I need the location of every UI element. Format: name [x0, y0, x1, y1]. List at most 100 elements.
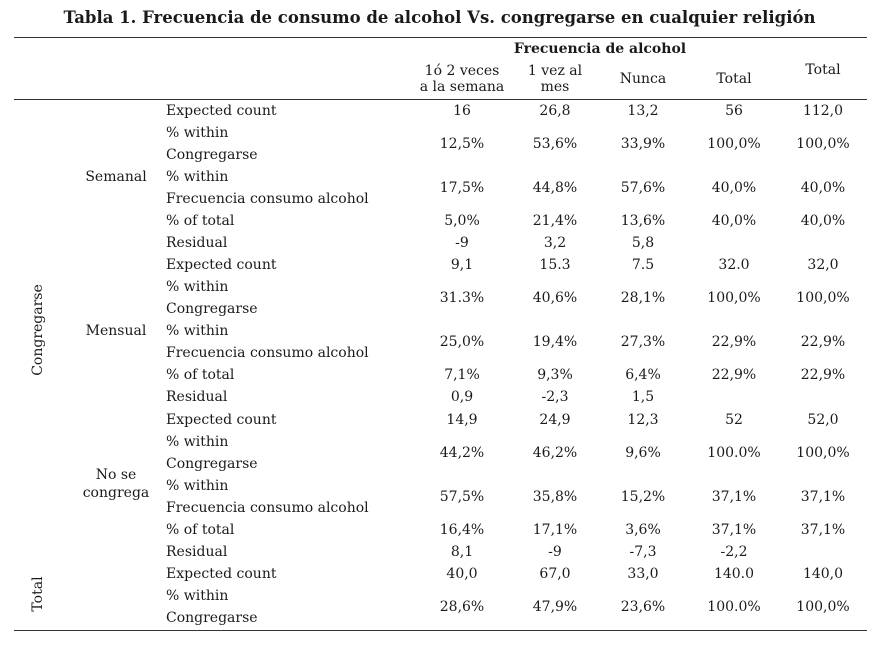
row-label-within: % within: [166, 478, 229, 494]
table-cell: 5,0%: [444, 213, 480, 229]
table-cell: 7.5: [631, 257, 655, 273]
table-cell: 9,6%: [625, 445, 661, 461]
row-label-within: Congregarse: [166, 301, 258, 317]
table-cell: 57,5%: [439, 489, 485, 505]
row-group-name: Mensual: [85, 323, 147, 339]
table-cell: 9,3%: [537, 367, 573, 383]
table-cell: 13,2: [627, 103, 659, 119]
table-cell: 22,9%: [800, 367, 846, 383]
table-cell: -2,3: [541, 389, 569, 405]
header-rule: [14, 99, 867, 100]
table-cell: 5,8: [631, 235, 655, 251]
column-header: a la semana: [419, 79, 505, 95]
row-label-within: Frecuencia consumo alcohol: [166, 191, 369, 207]
row-label-within: % within: [166, 125, 229, 141]
table-cell: 40,6%: [532, 290, 578, 306]
table-cell: 28,6%: [439, 599, 485, 615]
table-cell: 100.0%: [707, 599, 761, 615]
table-cell: 12,3: [627, 412, 659, 428]
table-cell: 22,9%: [800, 334, 846, 350]
table-cell: 9,1: [450, 257, 474, 273]
table-cell: 23,6%: [620, 599, 666, 615]
table-cell: 7,1%: [444, 367, 480, 383]
table-cell: 100,0%: [796, 445, 850, 461]
row-group-name: Semanal: [85, 169, 147, 185]
table-cell: 46,2%: [532, 445, 578, 461]
table-cell: 100.0%: [707, 445, 761, 461]
row-label-expected-count: Expected count: [166, 566, 277, 582]
table-cell: 52,0: [807, 412, 839, 428]
row-label-of-total: % of total: [166, 213, 235, 229]
table-cell: -7,3: [629, 544, 657, 560]
table-cell: 140.0: [713, 566, 755, 582]
table-cell: 37,1%: [800, 489, 846, 505]
table-cell: 3,6%: [625, 522, 661, 538]
table-cell: 25,0%: [439, 334, 485, 350]
column-header: 1ó 2 veces: [424, 63, 500, 79]
table-cell: 37,1%: [800, 522, 846, 538]
table-cell: 27,3%: [620, 334, 666, 350]
table-cell: 26,8: [539, 103, 571, 119]
table-cell: 15.3: [539, 257, 571, 273]
table-cell: 100,0%: [796, 290, 850, 306]
column-header: Total: [716, 71, 752, 87]
table-cell: 6,4%: [625, 367, 661, 383]
table-cell: 1,5: [631, 389, 655, 405]
table-cell: 8,1: [450, 544, 474, 560]
table-cell: 140,0: [802, 566, 844, 582]
row-label-expected-count: Expected count: [166, 412, 277, 428]
table-cell: 16,4%: [439, 522, 485, 538]
table-cell: 15,2%: [620, 489, 666, 505]
table-cell: 31.3%: [439, 290, 485, 306]
table-cell: 32.0: [718, 257, 750, 273]
row-label-residual: Residual: [166, 544, 228, 560]
row-label-within: % within: [166, 323, 229, 339]
row-label-within: % within: [166, 279, 229, 295]
table-cell: 53,6%: [532, 136, 578, 152]
table-cell: 37,1%: [711, 489, 757, 505]
table-cell: 40,0%: [711, 213, 757, 229]
row-label-within: Frecuencia consumo alcohol: [166, 500, 369, 516]
table-cell: 35,8%: [532, 489, 578, 505]
row-group-name: congrega: [82, 485, 150, 501]
table-cell: 22,9%: [711, 334, 757, 350]
row-label-within: % within: [166, 588, 229, 604]
row-label-within: % within: [166, 169, 229, 185]
table-cell: 44,8%: [532, 180, 578, 196]
table-cell: 28,1%: [620, 290, 666, 306]
table-cell: 56: [725, 103, 743, 119]
row-label-residual: Residual: [166, 389, 228, 405]
table-cell: 44,2%: [439, 445, 485, 461]
column-header: 1 vez al: [527, 63, 583, 79]
table-cell: 100,0%: [707, 290, 761, 306]
row-label-of-total: % of total: [166, 522, 235, 538]
table-cell: 40,0%: [800, 213, 846, 229]
table-cell: 3,2: [543, 235, 567, 251]
table-cell: 33,0: [627, 566, 659, 582]
row-label-of-total: % of total: [166, 367, 235, 383]
column-header: Nunca: [619, 71, 667, 87]
column-header-total-outer: Total: [805, 62, 841, 78]
table-cell: 112,0: [802, 103, 844, 119]
table-cell: 40,0%: [800, 180, 846, 196]
table-cell: 100,0%: [796, 136, 850, 152]
table-title: Tabla 1. Frecuencia de consumo de alcoho…: [63, 8, 816, 27]
table-cell: 33,9%: [620, 136, 666, 152]
table-cell: 40,0%: [711, 180, 757, 196]
table-cell: 100,0%: [796, 599, 850, 615]
total-group-label: Total: [30, 576, 46, 612]
row-label-within: Congregarse: [166, 456, 258, 472]
row-label-within: % within: [166, 434, 229, 450]
table-cell: 17,1%: [532, 522, 578, 538]
table-cell: 32,0: [807, 257, 839, 273]
row-label-within: Congregarse: [166, 147, 258, 163]
top-rule: [14, 37, 867, 38]
table-cell: 40,0: [446, 566, 478, 582]
column-header: mes: [540, 79, 570, 95]
row-label-expected-count: Expected count: [166, 257, 277, 273]
table-cell: 47,9%: [532, 599, 578, 615]
table-cell: 0,9: [450, 389, 474, 405]
table-cell: -9: [548, 544, 562, 560]
table-cell: 24,9: [539, 412, 571, 428]
row-label-within: Congregarse: [166, 610, 258, 626]
